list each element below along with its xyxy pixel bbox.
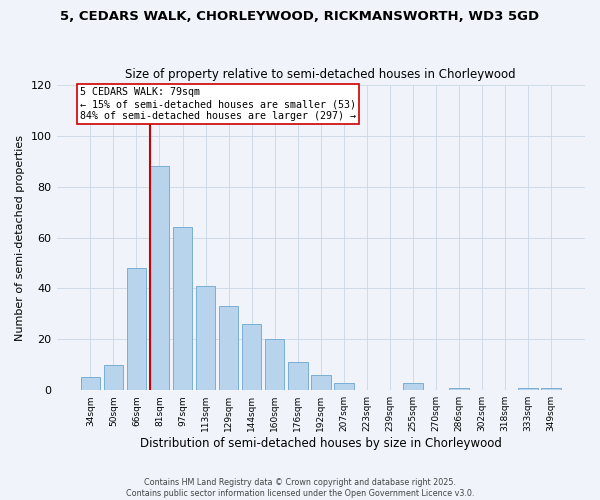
Bar	[173, 228, 193, 390]
Bar	[127, 268, 146, 390]
Y-axis label: Number of semi-detached properties: Number of semi-detached properties	[15, 134, 25, 340]
Bar	[403, 382, 423, 390]
Bar	[265, 340, 284, 390]
Bar	[518, 388, 538, 390]
Bar	[242, 324, 262, 390]
Bar	[80, 378, 100, 390]
Title: Size of property relative to semi-detached houses in Chorleywood: Size of property relative to semi-detach…	[125, 68, 516, 81]
Text: Contains HM Land Registry data © Crown copyright and database right 2025.
Contai: Contains HM Land Registry data © Crown c…	[126, 478, 474, 498]
Text: 5, CEDARS WALK, CHORLEYWOOD, RICKMANSWORTH, WD3 5GD: 5, CEDARS WALK, CHORLEYWOOD, RICKMANSWOR…	[61, 10, 539, 23]
Bar	[196, 286, 215, 390]
Bar	[449, 388, 469, 390]
Bar	[541, 388, 561, 390]
X-axis label: Distribution of semi-detached houses by size in Chorleywood: Distribution of semi-detached houses by …	[140, 437, 502, 450]
Bar	[104, 365, 123, 390]
Bar	[219, 306, 238, 390]
Text: 5 CEDARS WALK: 79sqm
← 15% of semi-detached houses are smaller (53)
84% of semi-: 5 CEDARS WALK: 79sqm ← 15% of semi-detac…	[80, 88, 356, 120]
Bar	[334, 382, 353, 390]
Bar	[149, 166, 169, 390]
Bar	[288, 362, 308, 390]
Bar	[311, 375, 331, 390]
